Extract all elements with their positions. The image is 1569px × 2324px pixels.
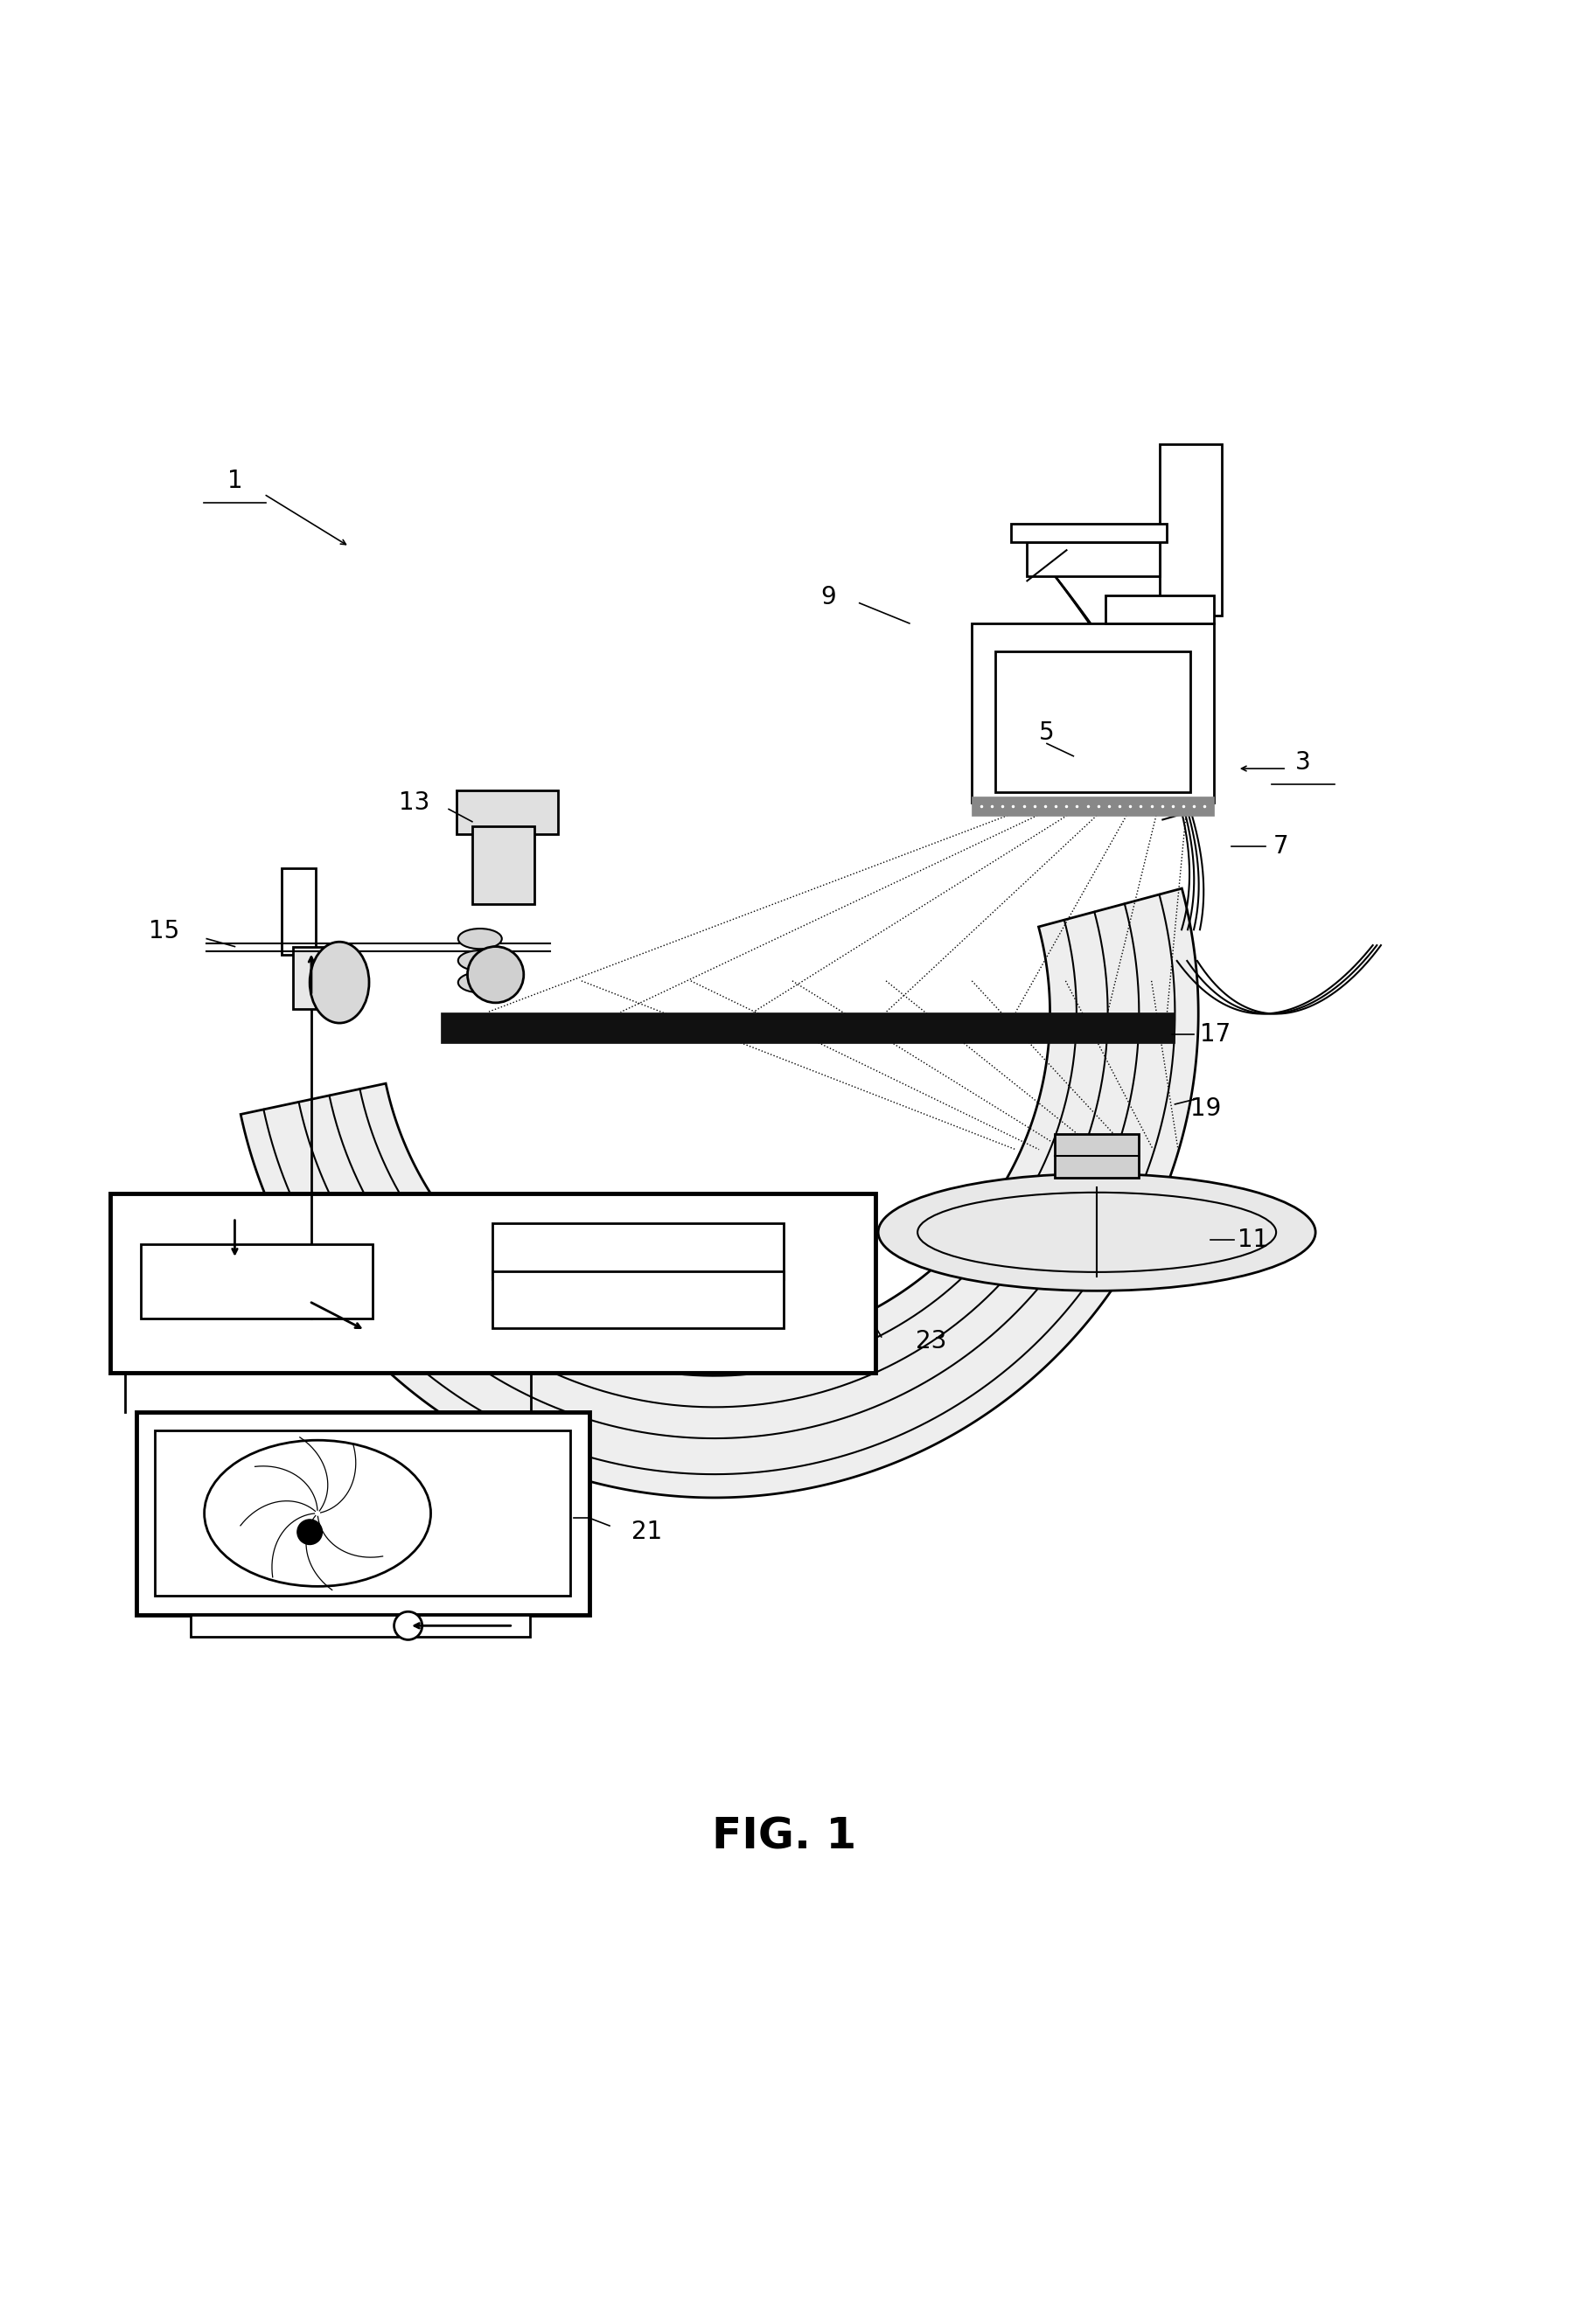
Text: 13: 13 (399, 790, 430, 816)
Bar (995, 651, 1191, 792)
Bar (1054, 1134, 1139, 1178)
Text: 19: 19 (1191, 1097, 1222, 1120)
Text: 5: 5 (1039, 720, 1054, 746)
Ellipse shape (458, 951, 502, 971)
Text: 7: 7 (1274, 834, 1288, 860)
Ellipse shape (309, 941, 369, 1023)
Text: 23: 23 (916, 1329, 946, 1355)
Circle shape (297, 1520, 322, 1545)
Bar (441, 1013, 1175, 1043)
Text: 21: 21 (632, 1520, 662, 1543)
Bar (281, 869, 315, 955)
Bar (971, 797, 1214, 816)
Ellipse shape (458, 930, 502, 948)
Text: 17: 17 (1200, 1023, 1232, 1046)
Bar (155, 1432, 571, 1597)
Circle shape (394, 1611, 422, 1641)
Ellipse shape (879, 1174, 1315, 1290)
Text: 15: 15 (149, 918, 180, 944)
Bar (1026, 541, 1159, 576)
Bar (971, 623, 1214, 802)
Bar (457, 790, 559, 834)
Bar (292, 946, 336, 1009)
Bar (493, 1271, 783, 1327)
Text: 9: 9 (821, 586, 836, 609)
Ellipse shape (204, 1441, 431, 1587)
Ellipse shape (458, 971, 502, 992)
Text: 11: 11 (1238, 1227, 1268, 1253)
Circle shape (468, 946, 524, 1002)
Bar (191, 1615, 530, 1636)
Bar (1159, 444, 1222, 616)
Bar (1105, 595, 1214, 623)
Bar (137, 1411, 590, 1615)
Text: 3: 3 (1296, 751, 1310, 774)
Bar (110, 1192, 876, 1373)
Bar (141, 1243, 372, 1320)
Bar (493, 1222, 783, 1281)
Bar (1010, 523, 1167, 541)
Text: FIG. 1: FIG. 1 (712, 1815, 857, 1857)
Text: 1: 1 (228, 469, 243, 493)
Bar (472, 827, 535, 904)
Polygon shape (240, 888, 1199, 1497)
